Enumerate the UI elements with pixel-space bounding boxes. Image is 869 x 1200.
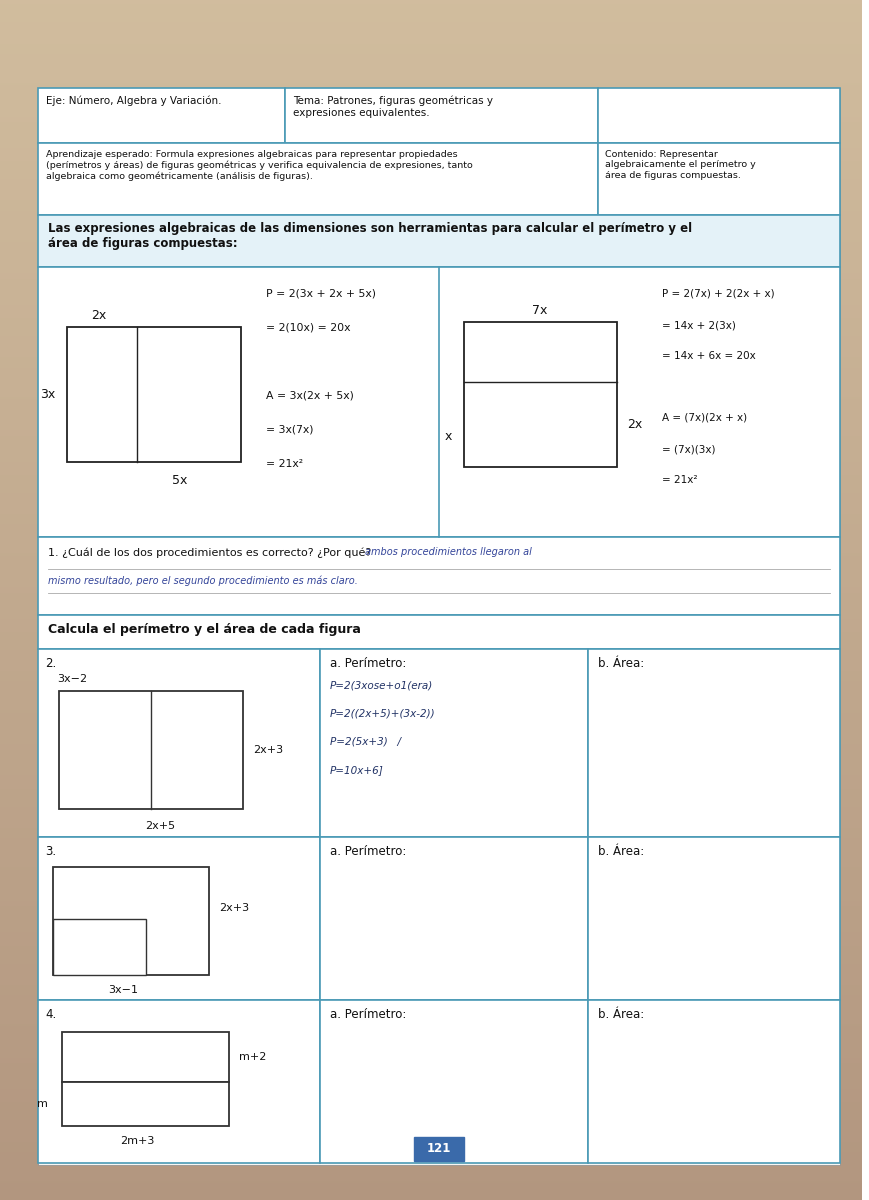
Text: P = 2(7x) + 2(2x + x): P = 2(7x) + 2(2x + x) <box>662 289 774 299</box>
Text: Calcula el perímetro y el área de cada figura: Calcula el perímetro y el área de cada f… <box>48 623 361 636</box>
Bar <box>587 1000 840 1163</box>
Text: 2x+5: 2x+5 <box>145 821 176 830</box>
Bar <box>37 266 840 538</box>
Text: = (7x)(3x): = (7x)(3x) <box>662 444 715 454</box>
Text: 3x: 3x <box>40 388 56 401</box>
Bar <box>68 326 241 462</box>
Text: P=10x+6]: P=10x+6] <box>330 766 384 775</box>
Bar <box>59 691 242 809</box>
Text: P=2(3xose+o1(era): P=2(3xose+o1(era) <box>330 680 434 691</box>
Bar <box>63 1032 229 1082</box>
Text: Las expresiones algebraicas de las dimensiones son herramientas para calcular el: Las expresiones algebraicas de las dimen… <box>48 222 692 250</box>
Bar <box>37 538 840 614</box>
Text: 2x+3: 2x+3 <box>219 904 249 913</box>
Text: Tema: Patrones, figuras geométricas y
expresiones equivalentes.: Tema: Patrones, figuras geométricas y ex… <box>294 96 494 118</box>
Text: 2.: 2. <box>45 658 56 670</box>
Bar <box>598 88 840 143</box>
Bar <box>37 143 598 215</box>
Text: 1. ¿Cuál de los dos procedimientos es correcto? ¿Por qué?: 1. ¿Cuál de los dos procedimientos es co… <box>48 547 371 558</box>
Bar <box>598 143 840 215</box>
Bar <box>37 88 285 143</box>
Text: 2x: 2x <box>627 418 642 431</box>
Bar <box>587 838 840 1000</box>
Bar <box>464 322 617 467</box>
Text: = 14x + 6x = 20x: = 14x + 6x = 20x <box>662 350 756 361</box>
Bar <box>320 649 587 838</box>
Bar <box>320 1000 587 1163</box>
Text: P=2((2x+5)+(3x-2)): P=2((2x+5)+(3x-2)) <box>330 709 435 719</box>
Text: m: m <box>36 1099 48 1109</box>
Bar <box>587 649 840 838</box>
Text: ambos procedimientos llegaron al: ambos procedimientos llegaron al <box>365 547 532 557</box>
Text: 3.: 3. <box>45 845 56 858</box>
Bar <box>52 866 209 974</box>
Text: a. Perímetro:: a. Perímetro: <box>330 845 407 858</box>
Text: 4.: 4. <box>45 1008 56 1021</box>
Text: = 21x²: = 21x² <box>662 475 698 485</box>
Text: Contenido: Representar
algebraicamente el perímetro y
área de figuras compuestas: Contenido: Representar algebraicamente e… <box>606 150 756 180</box>
Text: 7x: 7x <box>533 304 547 317</box>
Bar <box>37 649 320 838</box>
Text: P = 2(3x + 2x + 5x): P = 2(3x + 2x + 5x) <box>266 289 375 299</box>
Bar <box>320 838 587 1000</box>
Text: a. Perímetro:: a. Perímetro: <box>330 1008 407 1021</box>
Bar <box>415 1138 464 1162</box>
Text: 3x−2: 3x−2 <box>57 674 88 684</box>
Text: 2x: 2x <box>91 308 106 322</box>
Text: 5x: 5x <box>172 474 188 487</box>
Bar <box>37 215 840 266</box>
Text: b. Área:: b. Área: <box>598 658 644 670</box>
Text: 121: 121 <box>427 1142 451 1156</box>
Text: x: x <box>445 431 452 444</box>
Text: m+2: m+2 <box>239 1052 266 1062</box>
Text: b. Área:: b. Área: <box>598 845 644 858</box>
Text: b. Área:: b. Área: <box>598 1008 644 1021</box>
Text: = 3x(7x): = 3x(7x) <box>266 425 313 434</box>
Text: A = (7x)(2x + x): A = (7x)(2x + x) <box>662 413 747 422</box>
Bar <box>37 88 840 1165</box>
Bar <box>37 1000 320 1163</box>
Bar <box>37 614 840 649</box>
Text: = 14x + 2(3x): = 14x + 2(3x) <box>662 320 736 330</box>
Bar <box>285 88 598 143</box>
Bar <box>37 838 320 1000</box>
Text: 2m+3: 2m+3 <box>120 1136 155 1146</box>
Text: = 2(10x) = 20x: = 2(10x) = 20x <box>266 323 350 332</box>
Bar <box>63 1082 229 1126</box>
Text: Eje: Número, Algebra y Variación.: Eje: Número, Algebra y Variación. <box>45 96 221 107</box>
Text: A = 3x(2x + 5x): A = 3x(2x + 5x) <box>266 391 354 401</box>
Text: = 21x²: = 21x² <box>266 458 302 469</box>
Text: 2x+3: 2x+3 <box>253 745 282 755</box>
Bar <box>52 919 146 974</box>
Text: P=2(5x+3)   /: P=2(5x+3) / <box>330 737 401 746</box>
Text: 3x−1: 3x−1 <box>108 985 138 995</box>
Text: a. Perímetro:: a. Perímetro: <box>330 658 407 670</box>
Text: Aprendizaje esperado: Formula expresiones algebraicas para representar propiedad: Aprendizaje esperado: Formula expresione… <box>45 150 473 181</box>
Text: mismo resultado, pero el segundo procedimiento es más claro.: mismo resultado, pero el segundo procedi… <box>48 575 357 586</box>
